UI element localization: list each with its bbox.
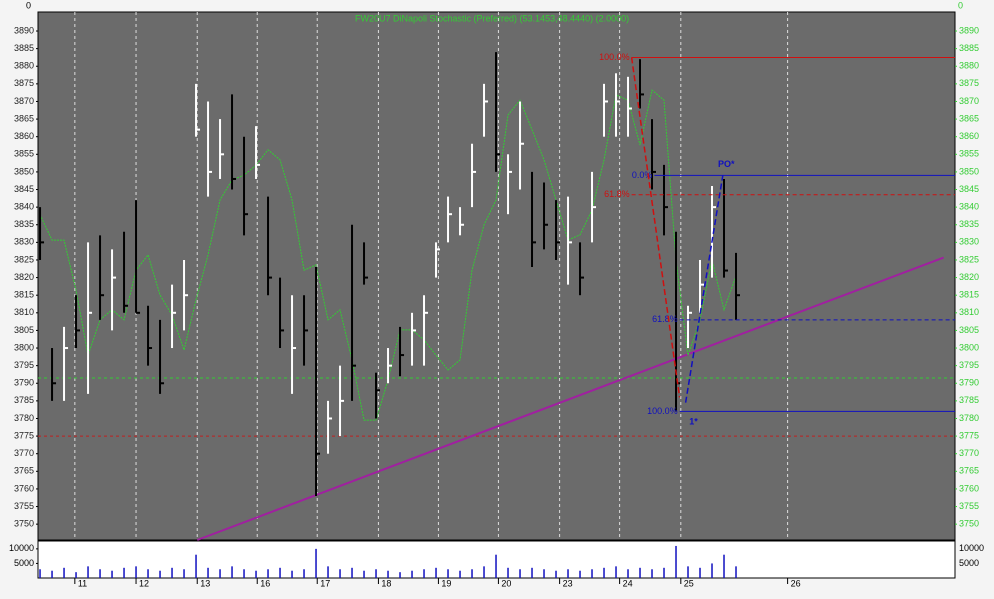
y-tick-label-right: 3890 xyxy=(959,25,979,35)
y-tick-label: 3890 xyxy=(14,25,34,35)
y-tick-label: 3880 xyxy=(14,61,34,71)
y-tick-label-right: 3760 xyxy=(959,483,979,493)
y-tick-label: 3770 xyxy=(14,448,34,458)
y-tick-label: 3865 xyxy=(14,113,34,123)
y-tick-label-right: 3765 xyxy=(959,466,979,476)
fib-label: 61.8% xyxy=(604,189,630,199)
trendline xyxy=(196,256,944,541)
y-tick-label-right: 3855 xyxy=(959,149,979,159)
x-tick-label: 26 xyxy=(791,578,801,588)
y-tick-label: 3820 xyxy=(14,272,34,282)
y-tick-label: 3875 xyxy=(14,78,34,88)
y-tick-label: 3860 xyxy=(14,131,34,141)
volume-tick-label: 5000 xyxy=(14,558,34,568)
y-tick-label-right: 3800 xyxy=(959,342,979,352)
y-tick-label: 3845 xyxy=(14,184,34,194)
y-tick-label-right: 3815 xyxy=(959,290,979,300)
y-tick-label: 3795 xyxy=(14,360,34,370)
y-tick-label: 3800 xyxy=(14,342,34,352)
y-tick-label: 3755 xyxy=(14,501,34,511)
y-tick-label-right: 3785 xyxy=(959,395,979,405)
y-tick-label-right: 3790 xyxy=(959,378,979,388)
y-tick-label-right: 3860 xyxy=(959,131,979,141)
y-tick-label: 3850 xyxy=(14,166,34,176)
chart-title: FW20U7 DiNapoli Stochastic (Preferred) (… xyxy=(355,13,629,23)
y-tick-label: 3870 xyxy=(14,96,34,106)
x-tick-label: 24 xyxy=(623,578,633,588)
y-tick-label-right: 3750 xyxy=(959,519,979,529)
annotation: PO* xyxy=(718,159,735,169)
x-tick-label: 11 xyxy=(78,578,87,588)
y-tick-label: 3885 xyxy=(14,43,34,53)
fib-label: 61.8% xyxy=(652,314,678,324)
y-tick-label: 3760 xyxy=(14,483,34,493)
y-tick-label: 3835 xyxy=(14,219,34,229)
x-tick-label: 25 xyxy=(684,578,694,588)
fib-label: 100.0% xyxy=(599,52,630,62)
y-tick-label: 3765 xyxy=(14,466,34,476)
y-tick-label: 3785 xyxy=(14,395,34,405)
y-tick-label: 3815 xyxy=(14,290,34,300)
y-tick-label-right: 3870 xyxy=(959,96,979,106)
x-tick-label: 23 xyxy=(563,578,573,588)
y-tick-label-right: 3810 xyxy=(959,307,979,317)
y-tick-label-right: 3845 xyxy=(959,184,979,194)
y-tick-label: 3750 xyxy=(14,519,34,529)
corner-label: 0 xyxy=(26,0,31,10)
corner-label: 0 xyxy=(958,0,963,10)
x-tick-label: 12 xyxy=(139,578,149,588)
x-tick-label: 19 xyxy=(441,578,451,588)
y-tick-label: 3855 xyxy=(14,149,34,159)
x-tick-label: 16 xyxy=(260,578,270,588)
y-tick-label-right: 3780 xyxy=(959,413,979,423)
volume-tick-label: 10000 xyxy=(9,543,34,553)
y-tick-label-right: 3835 xyxy=(959,219,979,229)
y-tick-label-right: 3795 xyxy=(959,360,979,370)
y-tick-label: 3830 xyxy=(14,237,34,247)
y-tick-label-right: 3770 xyxy=(959,448,979,458)
swing-line xyxy=(684,175,724,403)
y-tick-label-right: 3755 xyxy=(959,501,979,511)
volume-tick-label-right: 5000 xyxy=(959,558,979,568)
y-tick-label-right: 3865 xyxy=(959,113,979,123)
fib-label: 0.0% xyxy=(632,170,653,180)
y-tick-label-right: 3840 xyxy=(959,202,979,212)
y-tick-label: 3825 xyxy=(14,254,34,264)
y-tick-label-right: 3875 xyxy=(959,78,979,88)
y-tick-label: 3805 xyxy=(14,325,34,335)
annotation: 1* xyxy=(689,416,698,426)
x-tick-label: 18 xyxy=(381,578,391,588)
x-tick-label: 13 xyxy=(200,578,210,588)
y-tick-label: 3840 xyxy=(14,202,34,212)
fib-label: 100.0% xyxy=(647,406,678,416)
y-tick-label-right: 3880 xyxy=(959,61,979,71)
y-tick-label-right: 3805 xyxy=(959,325,979,335)
y-tick-label-right: 3775 xyxy=(959,430,979,440)
volume-tick-label-right: 10000 xyxy=(959,543,984,553)
y-tick-label-right: 3850 xyxy=(959,166,979,176)
y-tick-label-right: 3820 xyxy=(959,272,979,282)
x-tick-label: 17 xyxy=(320,578,330,588)
y-tick-label-right: 3885 xyxy=(959,43,979,53)
y-tick-label: 3790 xyxy=(14,378,34,388)
y-tick-label: 3780 xyxy=(14,413,34,423)
x-tick-label: 20 xyxy=(501,578,511,588)
swing-line xyxy=(630,57,681,398)
y-tick-label-right: 3830 xyxy=(959,237,979,247)
y-tick-label: 3810 xyxy=(14,307,34,317)
y-tick-label-right: 3825 xyxy=(959,254,979,264)
y-tick-label: 3775 xyxy=(14,430,34,440)
